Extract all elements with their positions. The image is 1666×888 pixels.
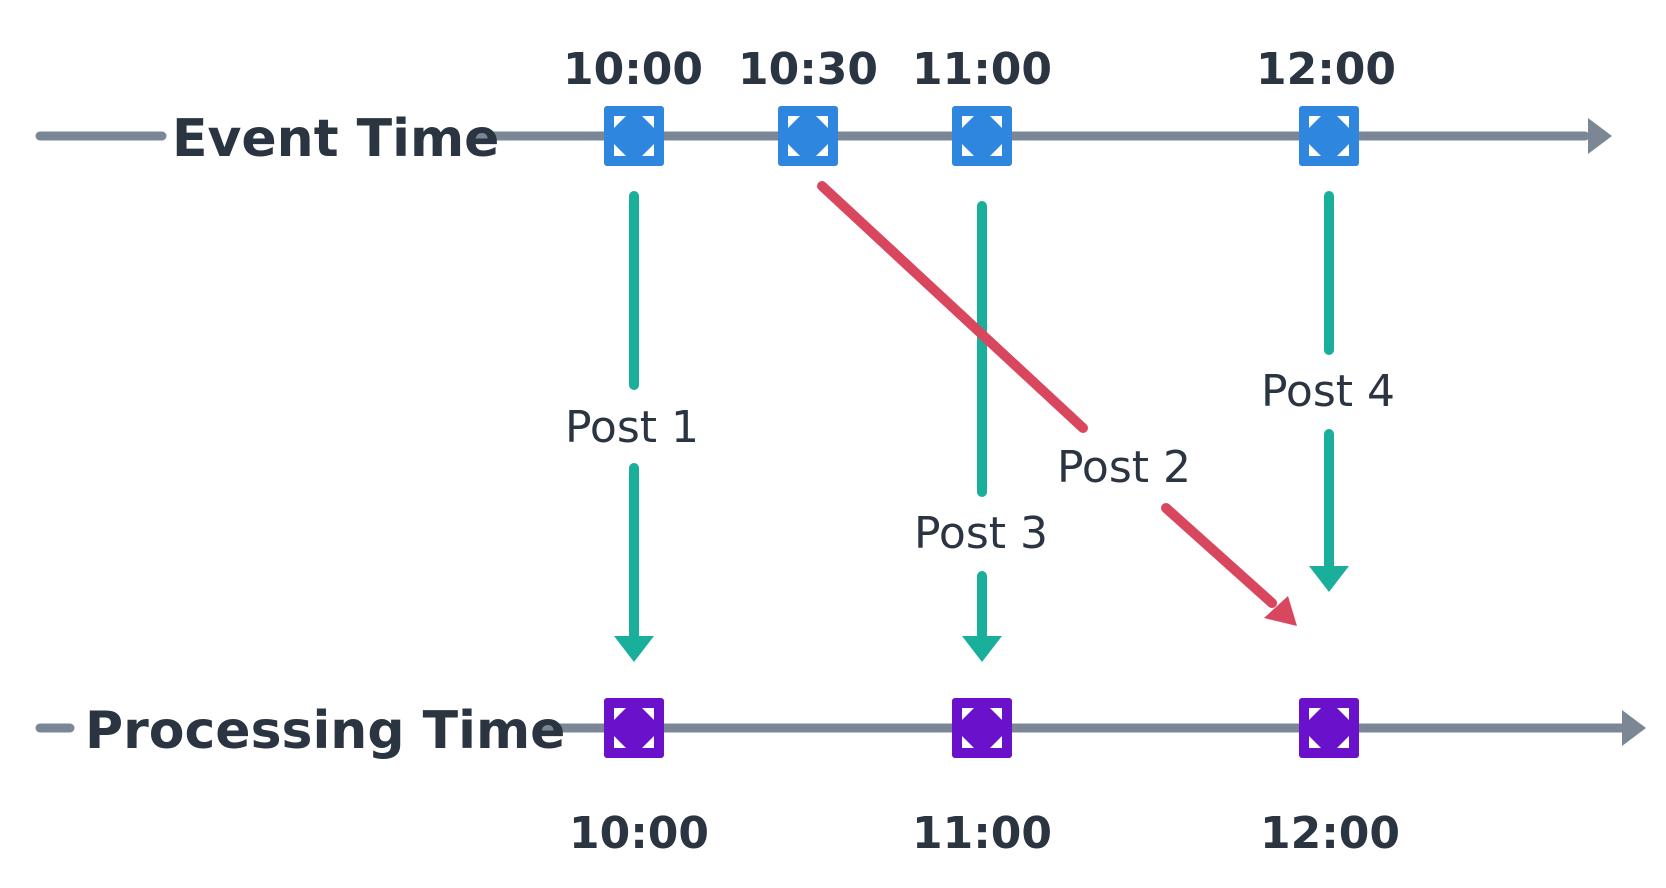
- post-3-label: Post 3: [914, 508, 1048, 559]
- processing-marker-icon: [604, 698, 664, 758]
- processing-tick-label: 12:00: [1260, 808, 1400, 859]
- processing-tick-label: 11:00: [912, 808, 1052, 859]
- processing-marker-icon: [952, 698, 1012, 758]
- event-tick-label: 11:00: [912, 44, 1052, 95]
- post-4-label: Post 4: [1261, 366, 1395, 417]
- event-tick-label: 10:00: [563, 44, 703, 95]
- event-axis-arrowhead: [1588, 118, 1612, 154]
- event-tick-label: 12:00: [1256, 44, 1396, 95]
- event-axis-label: Event Time: [172, 109, 499, 169]
- event-marker-icon: [952, 106, 1012, 166]
- event-marker-icon: [604, 106, 664, 166]
- post-1-arrow: [614, 191, 654, 662]
- processing-axis-arrowhead: [1622, 710, 1646, 746]
- event-marker-icon: [778, 106, 838, 166]
- post-1-label: Post 1: [565, 402, 699, 453]
- event-marker-icon: [1299, 106, 1359, 166]
- processing-axis-label: Processing Time: [85, 701, 565, 761]
- post-3-arrow: [962, 201, 1002, 662]
- processing-marker-icon: [1299, 698, 1359, 758]
- event-tick-label: 10:30: [738, 44, 878, 95]
- post-2-label: Post 2: [1057, 442, 1191, 493]
- post-4-arrow: [1309, 191, 1349, 592]
- post-2-late-arrow: [817, 181, 1297, 626]
- processing-tick-label: 10:00: [569, 808, 709, 859]
